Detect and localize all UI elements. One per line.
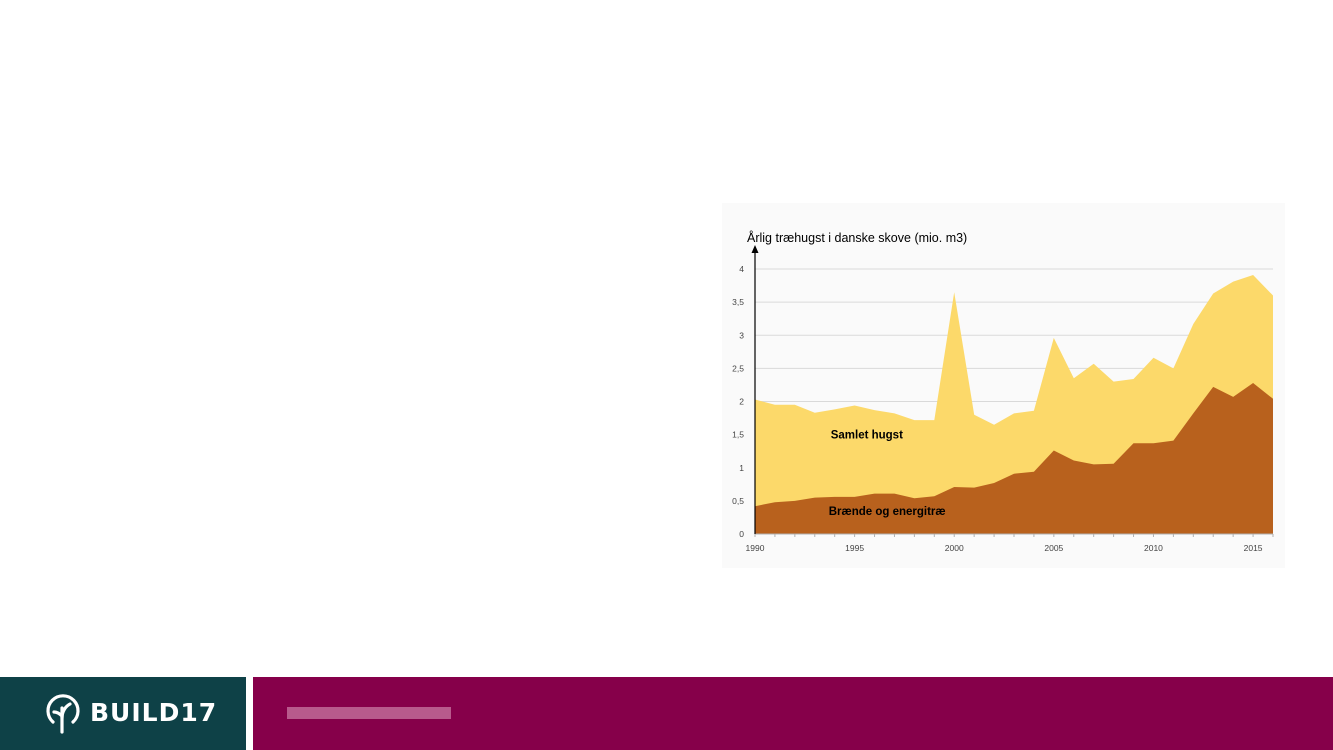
y-tick-label: 3,5 <box>732 297 744 307</box>
chart-panel: 0 0,5 1 1,5 2 2,5 3 3,5 4 1990 1995 2000 2005 2010 201… <box>722 203 1285 568</box>
x-tick-label: 1990 <box>746 543 765 553</box>
y-tick-label: 0 <box>739 529 744 539</box>
footer-accent-bar <box>287 707 451 719</box>
chart-title: Årlig træhugst i danske skove (mio. m3) <box>747 230 967 245</box>
y-tick-label: 4 <box>739 264 744 274</box>
build17-logo-icon <box>46 694 80 734</box>
y-tick-label: 0,5 <box>732 496 744 506</box>
x-tick-label: 2000 <box>945 543 964 553</box>
x-tick-label: 2015 <box>1244 543 1263 553</box>
y-tick-label: 2 <box>739 397 744 407</box>
logo-text: BUILD17 <box>90 698 218 727</box>
chart-labels: 0 0,5 1 1,5 2 2,5 3 3,5 4 1990 1995 2000 2005 2010 201… <box>732 230 1263 553</box>
area-chart: 0 0,5 1 1,5 2 2,5 3 3,5 4 1990 1995 2000 2005 2010 201… <box>732 230 1274 553</box>
y-tick-label: 1,5 <box>732 430 744 440</box>
y-axis-arrow <box>751 245 759 253</box>
y-tick-label: 2,5 <box>732 363 744 373</box>
area-braende-og-energitrae <box>755 383 1273 534</box>
y-tick-label: 1 <box>739 463 744 473</box>
footer-logo-panel <box>0 677 246 750</box>
x-tick-label: 1995 <box>845 543 864 553</box>
chart-axes <box>751 245 1274 537</box>
y-tick-label: 3 <box>739 330 744 340</box>
x-tick-label: 2005 <box>1044 543 1063 553</box>
x-tick-label: 2010 <box>1144 543 1163 553</box>
chart-areas <box>755 275 1273 534</box>
series-label-samlet-hugst: Samlet hugst <box>831 430 903 442</box>
series-label-braende-og-energitrae: Brænde og energitræ <box>829 506 946 518</box>
